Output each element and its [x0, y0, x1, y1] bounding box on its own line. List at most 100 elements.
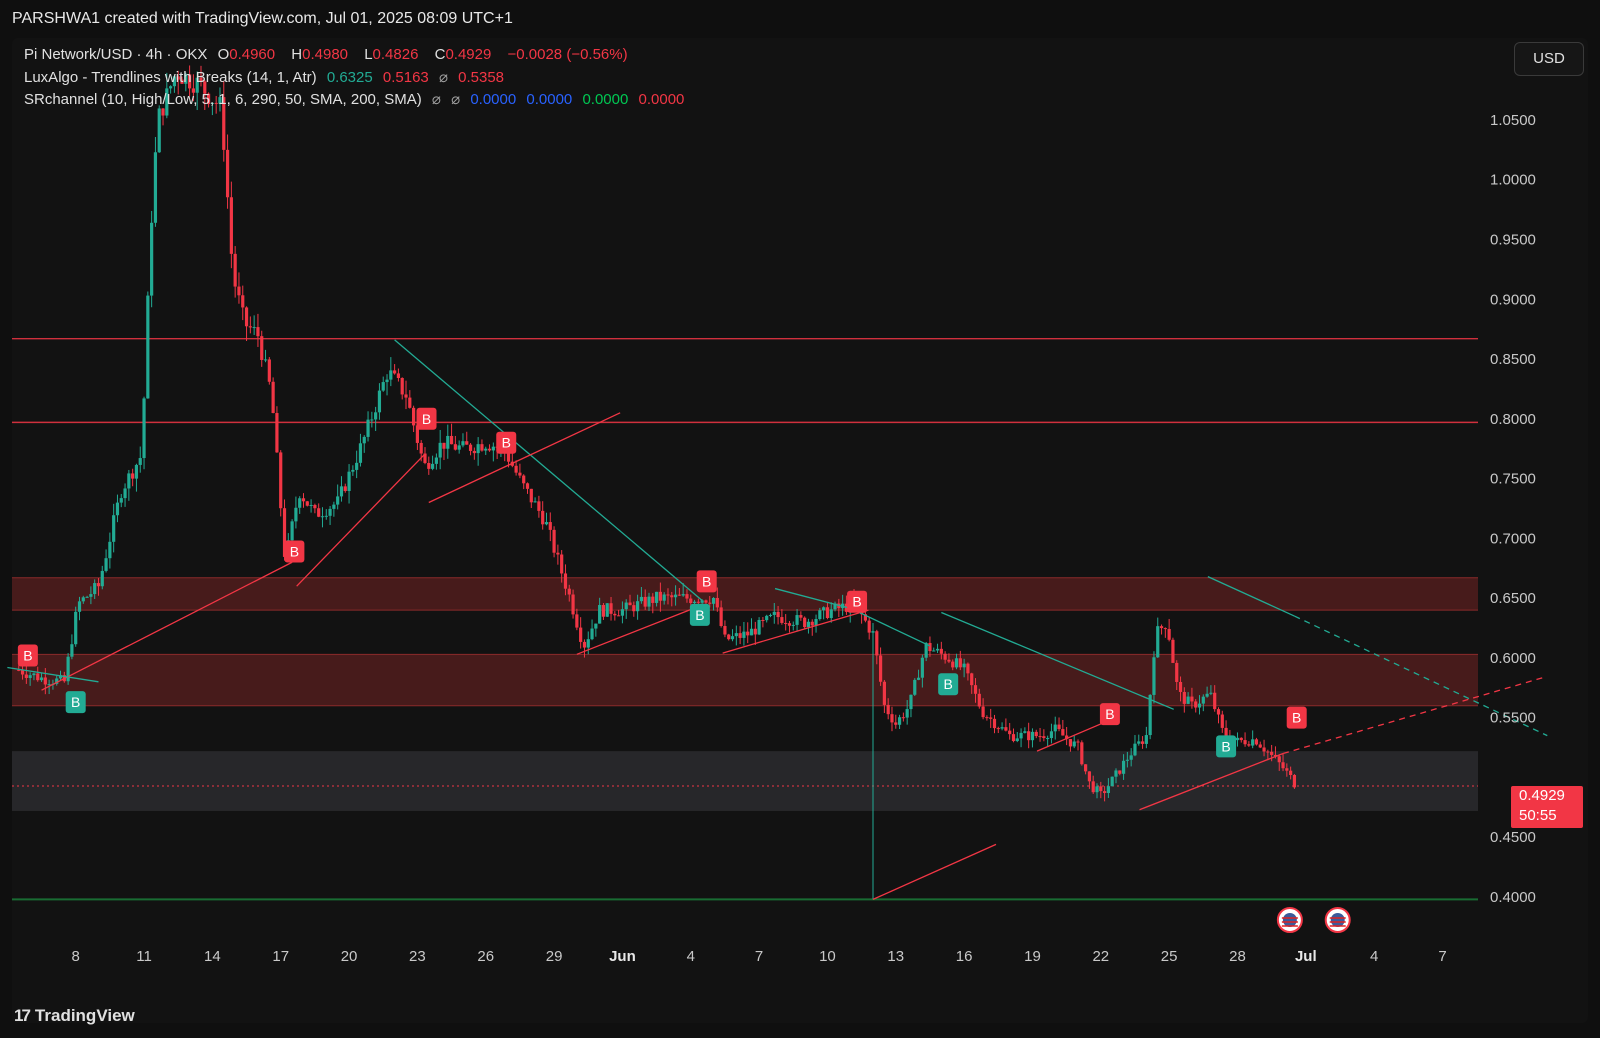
candle-body — [947, 659, 951, 662]
candle-body — [184, 74, 188, 84]
candle-body — [1133, 743, 1137, 756]
top-bar: PARSHWA1 created with TradingView.com, J… — [0, 0, 1600, 38]
x-tick-label: 23 — [409, 948, 426, 965]
candle-body — [1277, 756, 1281, 763]
candle-body — [237, 286, 241, 296]
indicator2-legend-row: SRchannel (10, High/Low, 5, 1, 6, 290, 5… — [24, 90, 690, 108]
indicator1-value2: 0.5163 — [382, 69, 429, 86]
candle-body — [1011, 734, 1016, 742]
candle-body — [332, 504, 336, 509]
candle-body — [370, 419, 374, 421]
candle-body — [150, 222, 154, 296]
candle-body — [1042, 736, 1046, 739]
sr-zone-grey — [12, 751, 1478, 811]
signal-badge-10 — [1099, 703, 1120, 726]
candle-body — [491, 446, 495, 451]
candle-body — [594, 623, 598, 629]
signal-badge-2 — [65, 691, 86, 714]
candle-body — [700, 600, 704, 603]
candle-body — [803, 617, 807, 628]
candle-body — [1243, 740, 1247, 745]
candle-body — [199, 77, 203, 82]
candle-body — [206, 93, 211, 105]
indicator1-value3: 0.5358 — [458, 69, 505, 86]
candle-body — [935, 648, 940, 651]
y-tick-label: 0.9500 — [1490, 231, 1536, 248]
candle-body — [115, 502, 120, 516]
signal-badge-label-2: B — [71, 694, 80, 710]
candle-body — [328, 508, 332, 516]
candle-body — [586, 639, 590, 648]
trend-down-2 — [394, 339, 703, 602]
candle-body — [377, 390, 382, 413]
trend-up-2 — [296, 454, 425, 587]
candle-body — [1220, 714, 1224, 728]
candle-body — [791, 624, 795, 626]
candle-body — [1209, 692, 1213, 694]
candle-body — [70, 644, 74, 657]
candle-body — [863, 614, 868, 621]
candle-body — [252, 327, 256, 329]
candle-body — [620, 609, 625, 616]
candle-body — [913, 679, 917, 695]
candle-body — [1159, 626, 1164, 629]
indicator2-value3: 0.0000 — [582, 91, 629, 108]
candle-body — [1247, 744, 1251, 746]
candle-body — [1114, 770, 1118, 777]
candle-body — [358, 443, 363, 463]
low-value: 0.4826 — [372, 46, 419, 63]
candle-body — [567, 588, 571, 595]
x-tick-label: 14 — [204, 948, 221, 965]
candle-body — [624, 602, 628, 610]
candle-body — [1110, 776, 1114, 787]
chart-panel[interactable] — [12, 38, 1588, 1023]
candle-body — [1019, 732, 1023, 739]
tradingview-logo[interactable]: 17 TradingView — [14, 1006, 135, 1026]
candle-body — [343, 486, 347, 492]
x-tick-label: 13 — [887, 948, 904, 965]
candle-body — [453, 444, 457, 450]
candle-body — [1235, 737, 1240, 741]
indicator1-value1: 0.6325 — [326, 69, 373, 86]
candle-body — [575, 614, 579, 628]
currency-button[interactable]: USD — [1514, 42, 1584, 76]
candle-body — [256, 327, 260, 337]
x-tick-label: 10 — [819, 948, 836, 965]
candle-body — [434, 457, 438, 464]
candle-body — [1038, 736, 1042, 738]
indicator2-name[interactable]: SRchannel (10, High/Low, 5, 1, 6, 290, 5… — [24, 91, 422, 108]
candle-body — [267, 359, 271, 382]
candle-body — [419, 442, 423, 454]
candle-body — [400, 378, 404, 395]
candle-body — [385, 379, 389, 383]
signal-badge-label-10: B — [1105, 706, 1114, 722]
candle-body — [465, 441, 469, 445]
candle-body — [263, 359, 268, 361]
trend-down-6 — [1207, 576, 1295, 617]
symbol-name[interactable]: Pi Network/USD · 4h · OKX — [24, 46, 208, 63]
signal-badge-label-3: B — [290, 544, 299, 560]
candle-body — [100, 570, 104, 587]
candle-body — [32, 673, 36, 676]
candle-body — [214, 102, 218, 104]
candle-body — [970, 673, 974, 686]
candle-body — [74, 611, 78, 645]
candle-body — [730, 636, 735, 640]
candle-body — [506, 450, 511, 462]
candle-body — [1049, 731, 1054, 739]
y-tick-label: 0.8500 — [1490, 351, 1536, 368]
x-tick-label: 26 — [477, 948, 494, 965]
candle-body — [996, 728, 1000, 730]
signal-badge-label-6: B — [702, 573, 711, 589]
candle-body — [1008, 730, 1012, 735]
candle-body — [765, 615, 769, 621]
candle-body — [313, 504, 317, 509]
y-tick-label: 1.0500 — [1490, 112, 1536, 129]
candle-body — [305, 501, 309, 506]
candle-body — [928, 642, 932, 652]
x-tick-label: 11 — [136, 948, 152, 965]
candle-body — [336, 496, 340, 505]
indicator1-name[interactable]: LuxAlgo - Trendlines with Breaks (14, 1,… — [24, 69, 317, 86]
indicator2-symbol1: ⌀ — [431, 91, 441, 108]
